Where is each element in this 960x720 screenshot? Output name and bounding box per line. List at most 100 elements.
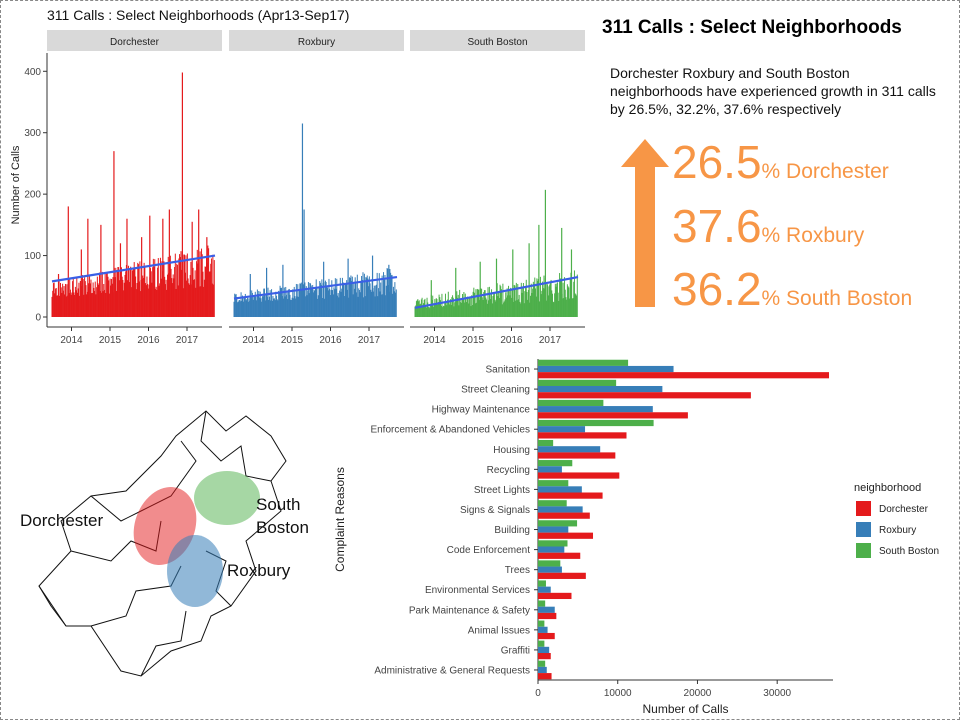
x-tick-label: 2014: [242, 335, 265, 346]
growth-value: 26.5: [672, 136, 762, 188]
category-label: Building: [494, 525, 530, 536]
growth-label: % South Boston: [761, 287, 913, 310]
growth-dorchester: 26.5% Dorchester: [672, 135, 889, 189]
bar-dorchester: [538, 552, 581, 559]
y-tick-label: 400: [24, 67, 41, 78]
x-tick-label: 2017: [358, 335, 381, 346]
legend-swatch: [856, 501, 871, 516]
x-tick-label: 2016: [319, 335, 342, 346]
bar-south-boston: [538, 460, 573, 467]
category-label: Code Enforcement: [447, 545, 531, 556]
y-tick-label: 300: [24, 128, 41, 139]
facet-label: South Boston: [467, 37, 527, 48]
growth-label: % Dorchester: [761, 160, 889, 183]
x-tick-label: 20000: [684, 688, 712, 699]
bar-roxbury: [538, 546, 565, 553]
category-label: Park Maintenance & Safety: [409, 605, 530, 616]
map-label-boston: Boston: [256, 518, 309, 537]
category-label: Enforcement & Abandoned Vehicles: [370, 425, 530, 436]
bar-south-boston: [538, 540, 568, 547]
bar-south-boston: [538, 520, 578, 527]
bar-south-boston: [538, 560, 561, 567]
bar-dorchester: [538, 572, 586, 579]
x-tick-label: 2015: [99, 335, 122, 346]
y-tick-label: 100: [24, 251, 41, 262]
legend-title: neighborhood: [854, 482, 921, 494]
map-label-dorchester: Dorchester: [20, 511, 104, 530]
bar-dorchester: [538, 612, 557, 620]
y-tick-label: 0: [35, 313, 41, 324]
bar-roxbury: [538, 385, 663, 393]
x-tick-label: 2015: [281, 335, 304, 346]
complaint-reasons-chart: Sanitation Street Cleaning Highway Mainten…: [333, 359, 939, 716]
map-label-roxbury: Roxbury: [227, 561, 291, 580]
x-tick-label: 0: [535, 688, 541, 699]
bar-roxbury: [538, 626, 548, 633]
bar-dorchester: [538, 392, 751, 399]
page-title: 311 Calls : Select Neighborhoods: [602, 17, 902, 38]
trend-line: [414, 275, 579, 309]
map-outlines: [38, 410, 287, 677]
growth-south-boston: 36.2% South Boston: [672, 262, 912, 316]
bar-roxbury: [538, 466, 562, 473]
trend-line: [233, 275, 398, 300]
y-axis-title: Number of Calls: [10, 145, 22, 224]
trend-line: [51, 254, 216, 283]
south-boston-region: [194, 471, 260, 525]
bar-roxbury: [538, 486, 582, 493]
category-label: Street Lights: [474, 485, 530, 496]
x-tick-label: 2016: [500, 335, 523, 346]
bar-south-boston: [538, 620, 545, 627]
roxbury-region: [167, 535, 223, 607]
bar-south-boston: [538, 480, 569, 487]
x-tick-label: 10000: [604, 688, 632, 699]
timeseries-title: 311 Calls : Select Neighborhoods (Apr13-…: [47, 7, 350, 23]
bar-dorchester: [538, 412, 688, 419]
bar-south-boston: [538, 640, 545, 647]
category-label: Administrative & General Requests: [374, 665, 530, 676]
bar-roxbury: [538, 506, 583, 513]
facet-label: Dorchester: [110, 37, 160, 48]
bar-dorchester: [538, 512, 590, 519]
legend-swatch: [856, 522, 871, 537]
category-label: Environmental Services: [425, 585, 530, 596]
bar-roxbury: [538, 526, 569, 533]
bar-dorchester: [538, 653, 551, 660]
growth-value: 36.2: [672, 263, 762, 315]
bar-dorchester: [538, 632, 555, 640]
bar-south-boston: [538, 439, 554, 447]
bar-south-boston: [538, 379, 617, 386]
category-label: Graffiti: [501, 645, 530, 656]
legend-label: Dorchester: [879, 504, 929, 515]
x-tick-label: 2017: [539, 335, 562, 346]
category-label: Animal Issues: [468, 625, 530, 636]
growth-value: 37.6: [672, 200, 762, 252]
bar-dorchester: [538, 492, 603, 499]
bar-dorchester: [538, 673, 552, 680]
category-label: Street Cleaning: [461, 385, 530, 396]
growth-roxbury: 37.6% Roxbury: [672, 199, 864, 253]
bar-south-boston: [538, 580, 546, 587]
bar-dorchester: [538, 432, 627, 439]
map-label-south: South: [256, 495, 301, 514]
bar-roxbury: [538, 406, 653, 413]
bar-south-boston: [538, 399, 604, 407]
bar-roxbury: [538, 666, 547, 674]
legend-label: Roxbury: [879, 525, 916, 536]
timeseries-chart: Number of Calls 0 100 200 300 400 Dorchester 20…: [10, 30, 585, 346]
bar-south-boston: [538, 600, 546, 607]
boston-map: [38, 410, 287, 677]
x-tick-label: 2014: [423, 335, 446, 346]
bar-roxbury: [538, 606, 555, 613]
x-tick-label: 2016: [137, 335, 160, 346]
legend-label: South Boston: [879, 546, 939, 557]
bar-dorchester: [538, 452, 616, 459]
bar-dorchester: [538, 472, 620, 479]
x-tick-label: 2017: [176, 335, 199, 346]
x-tick-label: 2014: [60, 335, 83, 346]
facet-strip: [229, 30, 404, 51]
category-label: Sanitation: [486, 365, 530, 376]
x-tick-label: 2015: [462, 335, 485, 346]
bar-south-boston: [538, 660, 546, 667]
